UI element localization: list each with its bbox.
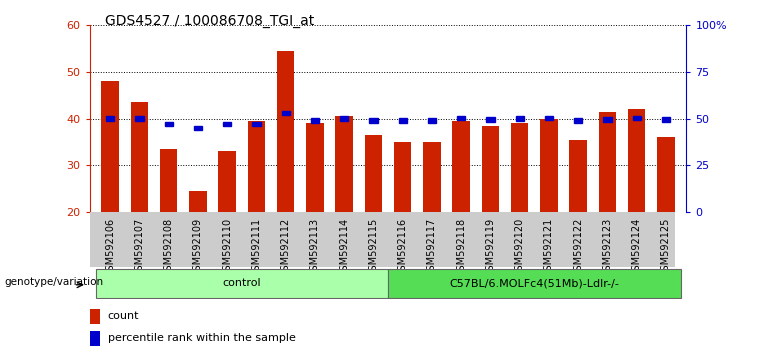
Bar	[598, 112, 616, 212]
Text: GSM592111: GSM592111	[251, 218, 261, 277]
Text: GSM592115: GSM592115	[368, 218, 378, 277]
Bar	[457, 115, 465, 120]
Bar	[247, 121, 265, 212]
Text: count: count	[108, 312, 139, 321]
Bar	[399, 118, 407, 122]
Bar	[544, 115, 553, 120]
Bar	[487, 118, 495, 122]
Text: GSM592109: GSM592109	[193, 218, 203, 277]
Text: GSM592122: GSM592122	[573, 218, 583, 277]
Bar	[90, 309, 101, 324]
Bar	[252, 122, 261, 126]
Bar	[277, 51, 295, 212]
Text: GSM592123: GSM592123	[602, 218, 612, 277]
Text: GSM592119: GSM592119	[485, 218, 495, 277]
Bar	[106, 116, 114, 121]
Text: GSM592113: GSM592113	[310, 218, 320, 277]
Bar	[282, 111, 290, 115]
Bar	[516, 116, 523, 121]
Bar	[423, 142, 441, 212]
Bar	[218, 152, 236, 212]
Bar	[569, 140, 587, 212]
Text: GSM592125: GSM592125	[661, 218, 671, 277]
Text: GSM592110: GSM592110	[222, 218, 232, 277]
Text: C57BL/6.MOLFc4(51Mb)-Ldlr-/-: C57BL/6.MOLFc4(51Mb)-Ldlr-/-	[449, 278, 619, 288]
Text: percentile rank within the sample: percentile rank within the sample	[108, 333, 296, 343]
Bar	[101, 81, 119, 212]
Bar	[540, 119, 558, 212]
Text: GSM592112: GSM592112	[281, 218, 291, 277]
Bar	[189, 191, 207, 212]
Text: GSM592106: GSM592106	[105, 218, 115, 277]
Bar	[370, 118, 378, 122]
Text: GDS4527 / 100086708_TGI_at: GDS4527 / 100086708_TGI_at	[105, 14, 314, 28]
Bar	[427, 118, 436, 122]
Text: GSM592116: GSM592116	[398, 218, 408, 277]
Bar	[633, 115, 641, 120]
Text: GSM592124: GSM592124	[632, 218, 642, 277]
Bar	[481, 126, 499, 212]
Text: GSM592108: GSM592108	[164, 218, 174, 277]
Bar	[160, 149, 177, 212]
Bar	[335, 116, 353, 212]
Text: GSM592118: GSM592118	[456, 218, 466, 277]
Bar	[90, 331, 101, 346]
Bar	[193, 126, 202, 130]
Bar	[340, 116, 348, 121]
Bar	[388, 269, 680, 297]
Text: GSM592107: GSM592107	[134, 218, 144, 277]
Bar	[223, 122, 231, 126]
Text: control: control	[222, 278, 261, 288]
Bar	[657, 137, 675, 212]
Text: GSM592114: GSM592114	[339, 218, 349, 277]
Bar	[364, 135, 382, 212]
Bar	[511, 123, 528, 212]
Text: genotype/variation: genotype/variation	[5, 276, 104, 287]
Bar	[628, 109, 645, 212]
Text: GSM592117: GSM592117	[427, 218, 437, 277]
Bar	[310, 118, 319, 122]
Bar	[131, 102, 148, 212]
Bar	[394, 142, 412, 212]
Bar	[165, 122, 172, 126]
Bar	[136, 116, 144, 121]
Bar	[452, 121, 470, 212]
Bar	[661, 118, 670, 122]
Bar	[306, 123, 324, 212]
Bar	[95, 269, 388, 297]
Bar	[603, 118, 612, 122]
Bar	[574, 118, 582, 122]
Text: GSM592120: GSM592120	[515, 218, 525, 277]
Text: GSM592121: GSM592121	[544, 218, 554, 277]
